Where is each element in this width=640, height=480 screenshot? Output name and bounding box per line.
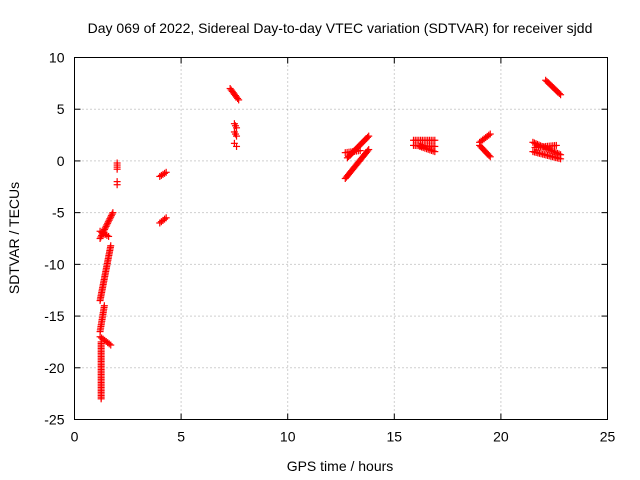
data-point [107,213,115,221]
data-point [356,147,364,155]
data-point [100,302,108,310]
grid-lines [74,57,608,420]
y-tick-label: -20 [44,360,64,376]
data-point [162,214,170,222]
x-tick-label: 15 [387,429,403,445]
x-tick-label: 25 [600,429,616,445]
data-point [486,130,494,138]
data-points [96,76,565,403]
plot-frame [74,57,608,420]
data-point [364,133,372,141]
data-point [107,341,115,349]
data-point [161,169,169,177]
data-point [365,132,373,140]
data-point [555,90,563,98]
data-point [557,91,565,99]
y-tick-label: 5 [57,101,65,117]
data-point [485,152,493,160]
y-tick-label: -25 [44,412,64,428]
y-tick-label: -15 [44,308,64,324]
data-point [431,148,439,156]
data-point [102,222,110,230]
data-point [529,138,537,146]
x-tick-label: 20 [493,429,509,445]
data-point [234,94,242,102]
data-point [96,235,104,242]
data-point [109,209,117,217]
y-tick-label: 0 [57,153,65,169]
data-point [107,212,115,220]
data-point [552,141,560,149]
x-tick-label: 0 [71,429,79,445]
data-point [161,215,169,223]
data-point [103,221,111,229]
data-point [105,216,113,224]
data-point [104,218,112,226]
data-point [105,340,113,348]
data-point [485,131,493,139]
data-point [106,215,114,223]
data-point [557,155,565,163]
data-point [101,224,109,232]
y-tick-label: -5 [52,205,65,221]
data-point [97,395,105,403]
data-point [105,232,113,240]
data-point [431,136,439,144]
data-point [365,146,373,154]
data-point [233,124,241,132]
data-point [364,147,372,155]
chart-title: Day 069 of 2022, Sidereal Day-to-day VTE… [88,20,593,36]
data-point [113,181,121,189]
x-tick-label: 5 [177,429,185,445]
y-tick-label: -10 [44,256,64,272]
data-point [108,210,116,218]
y-tick-label: 10 [49,50,65,66]
data-point [113,165,121,173]
y-axis-label: SDTVAR / TECUs [6,182,22,294]
x-tick-label: 10 [280,429,296,445]
data-point [97,233,105,241]
axis-ticks: 0 5 10 15 20 25 -25 -20 -15 -10 -5 0 5 10 [44,50,615,445]
data-point [233,132,241,140]
data-point [104,219,112,227]
data-point [162,168,170,176]
x-axis-label: GPS time / hours [287,458,394,474]
data-point [235,96,243,104]
data-point [103,231,111,239]
data-point [233,142,241,150]
data-point [486,153,494,161]
data-point [107,242,115,250]
